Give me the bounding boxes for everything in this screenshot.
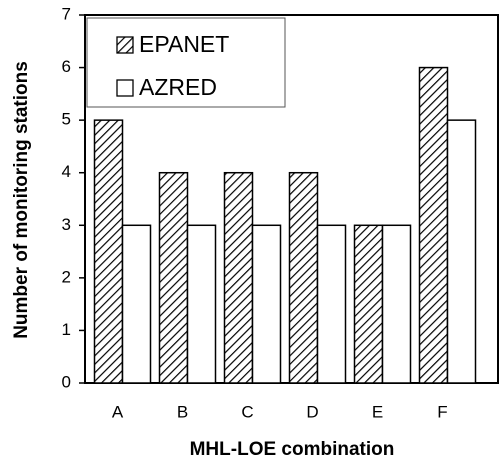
bar [121, 224, 152, 384]
x-axis-title: MHL-LOE combination [190, 439, 395, 460]
y-tick-label: 6 [62, 57, 71, 76]
bar [316, 224, 347, 384]
bar [381, 224, 412, 384]
bar [353, 224, 384, 384]
legend-swatch [116, 79, 134, 97]
x-tick-label: F [437, 402, 447, 421]
x-tick-label: A [112, 402, 124, 421]
legend-label: EPANET [139, 31, 229, 57]
y-tick-label: 0 [62, 372, 71, 391]
y-tick-label: 3 [62, 215, 71, 234]
bar [93, 119, 124, 384]
x-tick-label: B [177, 402, 188, 421]
y-axis-title: Number of monitoring stations [11, 61, 32, 339]
y-tick-label: 4 [62, 162, 71, 181]
bar [223, 171, 254, 384]
x-tick-label: C [241, 402, 253, 421]
bar [446, 119, 477, 384]
y-tick-label: 5 [62, 110, 71, 129]
x-tick-label: D [306, 402, 318, 421]
y-tick-label: 1 [62, 320, 71, 339]
x-tick-label: E [372, 402, 383, 421]
bar [418, 66, 449, 384]
bar [288, 171, 319, 384]
bar [186, 224, 217, 384]
bar [158, 171, 189, 384]
legend-swatch [116, 36, 134, 54]
y-tick-label: 2 [62, 267, 71, 286]
legend-label: AZRED [139, 74, 217, 100]
bar [251, 224, 282, 384]
y-tick-label: 7 [62, 4, 71, 23]
